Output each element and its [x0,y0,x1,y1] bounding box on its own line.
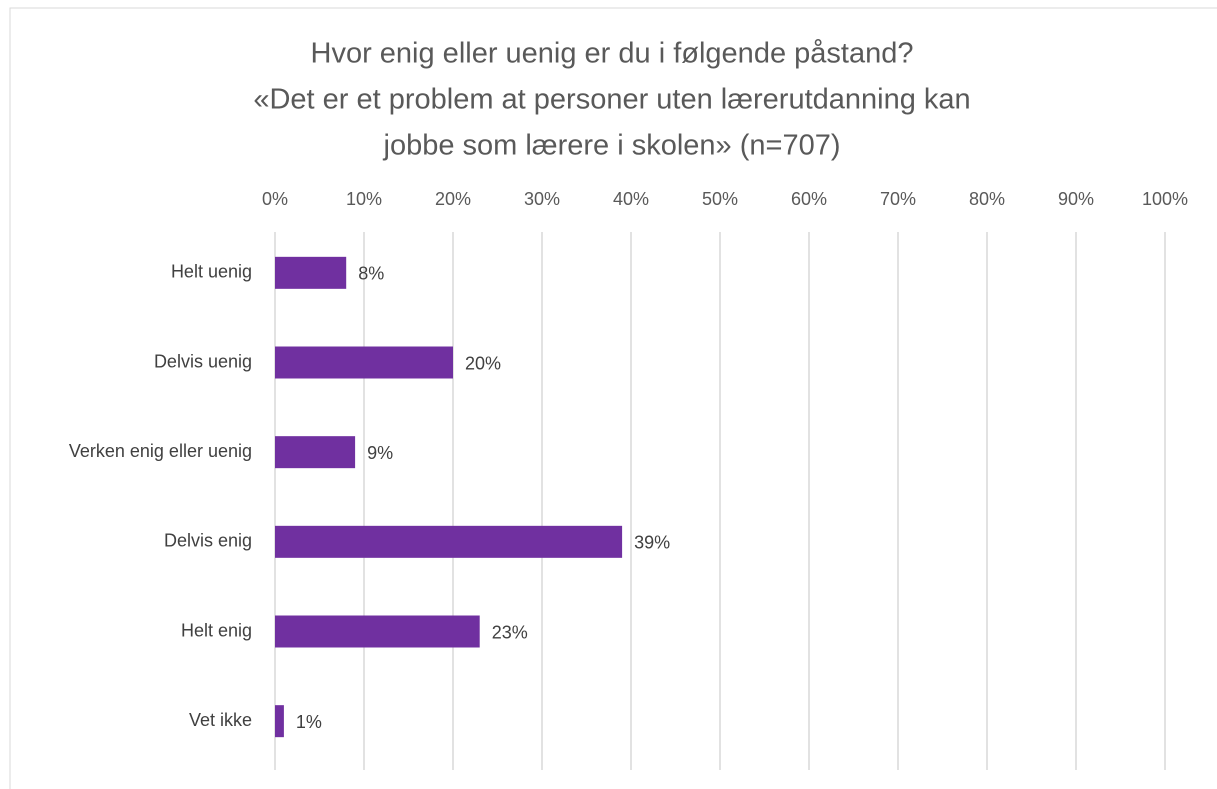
y-tick-label: Delvis enig [164,531,252,551]
x-tick-label: 70% [880,189,916,209]
data-label: 8% [358,264,384,284]
x-tick-label: 80% [969,189,1005,209]
x-tick-label: 30% [524,189,560,209]
bar [275,256,347,289]
chart-title: jobbe som lærere i skolen» (n=707) [383,130,841,162]
y-tick-label: Verken enig eller uenig [69,441,252,461]
data-label: 23% [492,622,528,642]
data-label: 20% [465,353,501,373]
x-tick-label: 10% [346,189,382,209]
data-label: 39% [634,533,670,553]
data-label: 9% [367,443,393,463]
bar [275,705,284,738]
x-tick-label: 100% [1142,189,1188,209]
x-tick-label: 0% [262,189,288,209]
bar [275,436,356,469]
x-tick-label: 20% [435,189,471,209]
chart-title: Hvor enig eller uenig er du i følgende p… [311,38,914,70]
bar [275,346,453,379]
x-tick-label: 50% [702,189,738,209]
x-tick-label: 90% [1058,189,1094,209]
y-tick-label: Helt uenig [171,262,252,282]
y-tick-label: Delvis uenig [154,351,252,371]
y-tick-label: Vet ikke [189,710,252,730]
bar [275,615,480,648]
x-tick-label: 40% [613,189,649,209]
data-label: 1% [296,712,322,732]
x-tick-label: 60% [791,189,827,209]
y-tick-label: Helt enig [181,620,252,640]
chart-title: «Det er et problem at personer uten lære… [253,84,970,116]
bar [275,525,623,558]
chart-frame [9,7,1217,789]
